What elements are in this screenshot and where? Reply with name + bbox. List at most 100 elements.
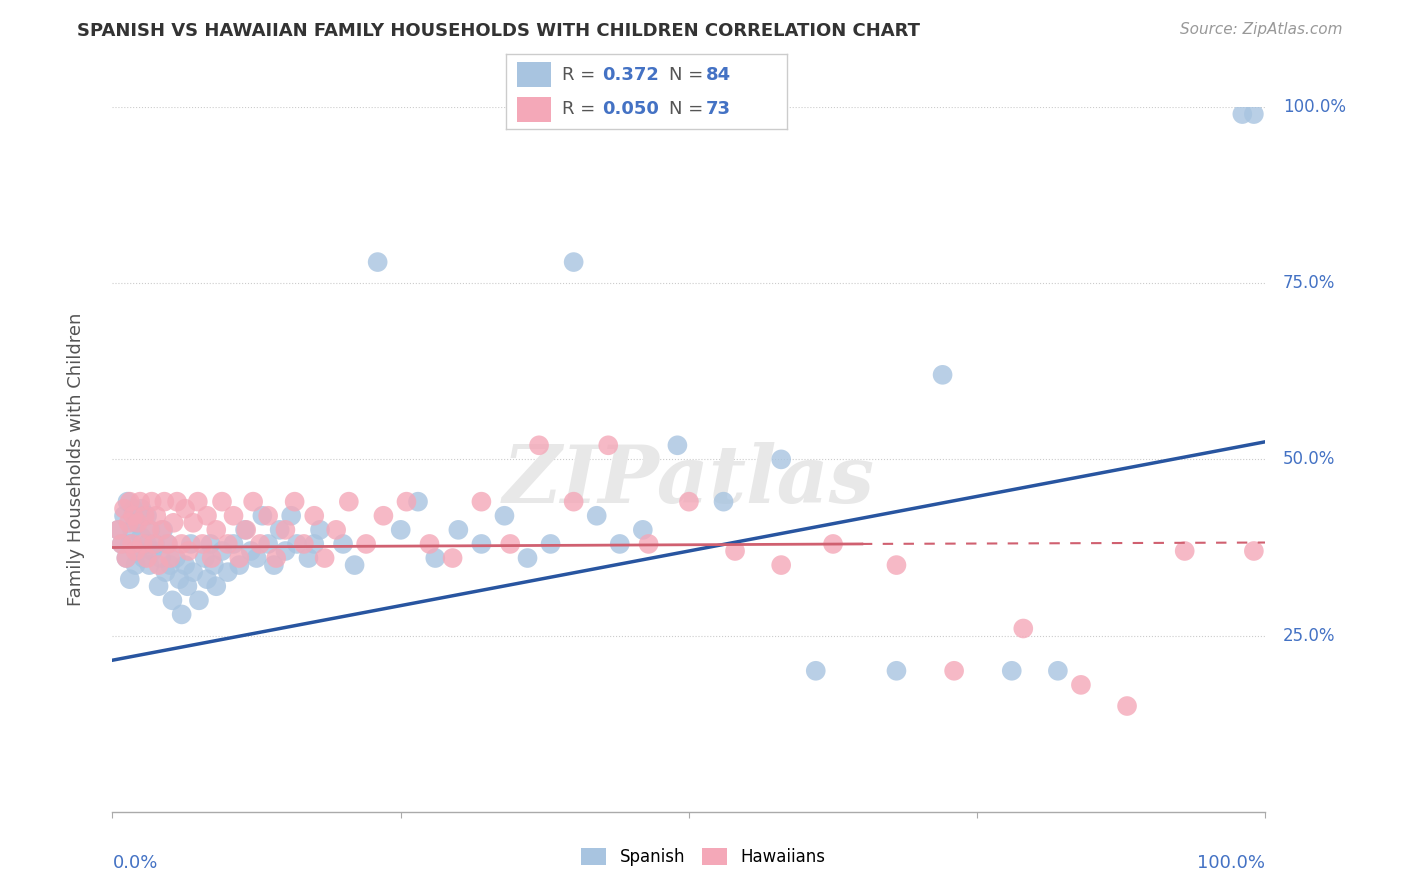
Point: [117, 494, 139, 508]
Point: [821, 537, 844, 551]
FancyBboxPatch shape: [517, 62, 551, 87]
Point: [170, 537, 193, 551]
Point: [419, 537, 441, 551]
Point: [129, 530, 153, 544]
Point: [202, 558, 225, 573]
Point: [115, 551, 138, 566]
Point: [631, 523, 654, 537]
Point: [148, 558, 170, 573]
Point: [132, 551, 155, 566]
Text: 84: 84: [706, 66, 731, 84]
Point: [111, 537, 134, 551]
Point: [180, 537, 202, 551]
Point: [117, 516, 139, 530]
Point: [162, 516, 184, 530]
Point: [145, 508, 167, 523]
Y-axis label: Family Households with Children: Family Households with Children: [67, 313, 86, 606]
Point: [314, 551, 336, 566]
Point: [1046, 664, 1069, 678]
Point: [447, 523, 470, 537]
Point: [124, 516, 146, 530]
Point: [195, 508, 218, 523]
Point: [129, 494, 152, 508]
Text: 100.0%: 100.0%: [1282, 98, 1346, 116]
Point: [156, 537, 179, 551]
Point: [1243, 544, 1265, 558]
Point: [112, 508, 135, 523]
Point: [201, 551, 224, 566]
Point: [441, 551, 464, 566]
Text: ZIPatlas: ZIPatlas: [503, 442, 875, 519]
FancyBboxPatch shape: [517, 96, 551, 122]
Text: SPANISH VS HAWAIIAN FAMILY HOUSEHOLDS WITH CHILDREN CORRELATION CHART: SPANISH VS HAWAIIAN FAMILY HOUSEHOLDS WI…: [77, 22, 921, 40]
Point: [886, 558, 908, 573]
Point: [153, 494, 176, 508]
Text: N =: N =: [669, 66, 709, 84]
Text: 0.050: 0.050: [602, 100, 658, 118]
Point: [280, 508, 302, 523]
Point: [139, 523, 162, 537]
Point: [284, 494, 307, 508]
Point: [263, 558, 285, 573]
Point: [148, 579, 170, 593]
Text: Source: ZipAtlas.com: Source: ZipAtlas.com: [1180, 22, 1343, 37]
Point: [195, 572, 218, 586]
Text: 75.0%: 75.0%: [1282, 274, 1336, 293]
Point: [285, 537, 308, 551]
Point: [187, 494, 209, 508]
Point: [165, 551, 187, 566]
Point: [122, 508, 145, 523]
Point: [274, 544, 297, 558]
Point: [111, 537, 134, 551]
Point: [1012, 622, 1035, 636]
Point: [724, 544, 747, 558]
Point: [205, 523, 228, 537]
Point: [150, 523, 173, 537]
Point: [239, 544, 262, 558]
Point: [637, 537, 659, 551]
Point: [332, 537, 354, 551]
Point: [562, 494, 585, 508]
Point: [141, 494, 163, 508]
Point: [127, 516, 149, 530]
Point: [222, 508, 245, 523]
Point: [470, 494, 492, 508]
Point: [134, 508, 156, 523]
Point: [174, 558, 197, 573]
Point: [152, 523, 174, 537]
Point: [297, 551, 319, 566]
Point: [257, 537, 280, 551]
Point: [124, 544, 146, 558]
Point: [470, 537, 492, 551]
Point: [609, 537, 631, 551]
Point: [188, 593, 211, 607]
Point: [943, 664, 966, 678]
Point: [931, 368, 953, 382]
Point: [194, 551, 217, 566]
Text: 73: 73: [706, 100, 731, 118]
Point: [1174, 544, 1197, 558]
Point: [257, 508, 280, 523]
Text: 25.0%: 25.0%: [1282, 626, 1336, 645]
Point: [367, 255, 389, 269]
Point: [159, 558, 181, 573]
Point: [235, 523, 257, 537]
Point: [222, 537, 245, 551]
Point: [122, 501, 145, 516]
Point: [678, 494, 700, 508]
Point: [124, 558, 146, 573]
Point: [1232, 107, 1254, 121]
Point: [205, 579, 228, 593]
Point: [804, 664, 827, 678]
Point: [170, 607, 193, 622]
Legend: Spanish, Hawaiians: Spanish, Hawaiians: [572, 840, 834, 875]
Point: [174, 501, 197, 516]
Point: [666, 438, 689, 452]
Point: [129, 501, 153, 516]
Point: [246, 551, 269, 566]
Text: 100.0%: 100.0%: [1198, 854, 1265, 872]
Point: [770, 558, 793, 573]
Point: [118, 572, 141, 586]
Point: [249, 537, 271, 551]
Point: [252, 508, 274, 523]
